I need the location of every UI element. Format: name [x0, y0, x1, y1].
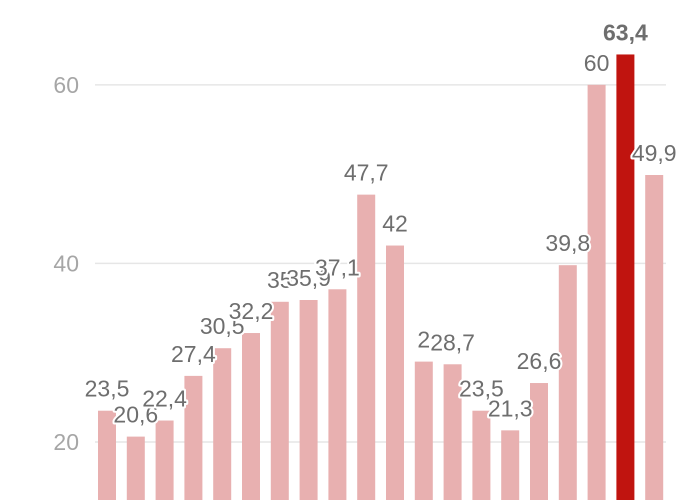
data-label: 49,9 — [632, 140, 677, 166]
bar-highlight — [616, 54, 635, 500]
bar — [587, 84, 606, 500]
bar — [472, 410, 491, 500]
bar — [558, 265, 577, 500]
data-label: 27,4 — [171, 341, 216, 367]
data-label: 47,7 — [344, 160, 389, 186]
bar — [328, 289, 347, 500]
data-label: 23,5 — [459, 376, 504, 402]
bar — [645, 175, 664, 500]
bar — [270, 301, 289, 500]
data-label: 28,7 — [430, 329, 475, 355]
data-label: 26,6 — [517, 348, 562, 374]
data-label: 60 — [584, 50, 610, 76]
bar — [213, 348, 232, 500]
bar — [386, 245, 404, 500]
bar — [155, 420, 174, 500]
bar — [126, 436, 145, 500]
bar — [299, 300, 318, 500]
data-label: 21,3 — [488, 395, 533, 421]
data-label: 22,4 — [142, 386, 187, 412]
bar — [501, 430, 520, 500]
bar — [443, 364, 462, 500]
data-label: 39,8 — [545, 230, 590, 256]
bar — [184, 375, 203, 500]
bar — [98, 410, 116, 500]
data-label: 2 — [417, 327, 430, 353]
data-label: 20,6 — [113, 402, 158, 428]
y-tick-label: 20 — [53, 429, 79, 455]
data-label: 35,9 — [286, 265, 331, 291]
bar — [530, 383, 548, 500]
data-label: 35 — [267, 267, 293, 293]
bar — [414, 361, 433, 500]
data-label: 32,2 — [229, 298, 274, 324]
y-tick-label: 60 — [53, 72, 79, 98]
data-label: 23,5 — [85, 376, 130, 402]
data-label: 63,4 — [603, 19, 648, 45]
bar — [357, 194, 376, 500]
y-tick-label: 40 — [53, 250, 79, 276]
data-label: 30,5 — [200, 313, 245, 339]
data-label: 42 — [382, 211, 408, 237]
bar — [242, 333, 260, 500]
data-label: 37,1 — [315, 254, 360, 280]
